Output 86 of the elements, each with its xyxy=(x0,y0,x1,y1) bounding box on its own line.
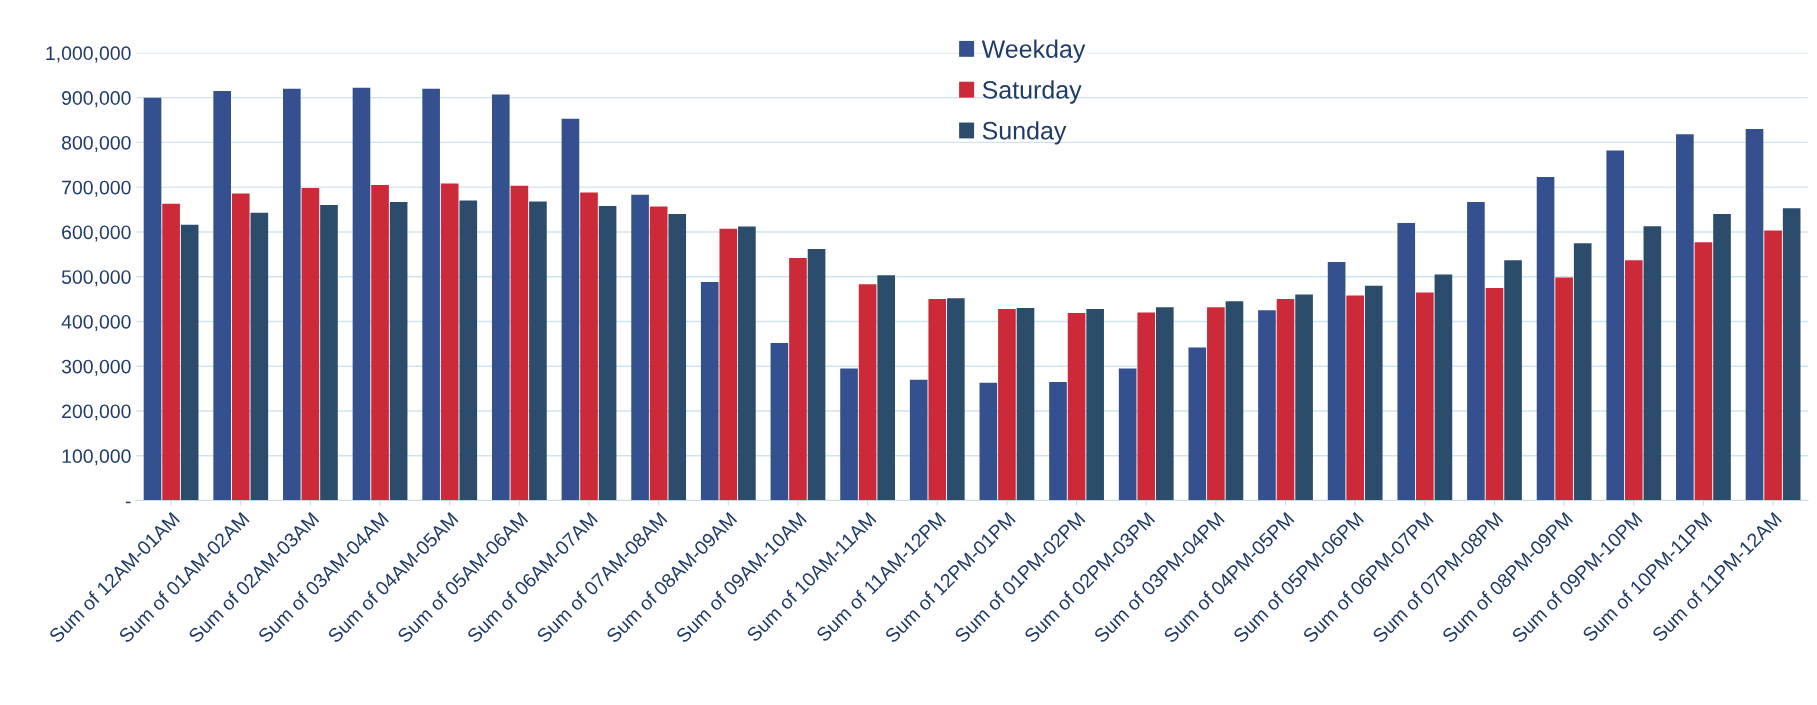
bar xyxy=(1606,150,1625,501)
bar xyxy=(649,206,668,501)
bar xyxy=(700,282,719,501)
y-tick-label: 300,000 xyxy=(61,359,131,376)
y-tick-label: - xyxy=(125,501,131,504)
bar xyxy=(1555,277,1573,501)
legend-label: Weekday xyxy=(981,39,1086,63)
bar xyxy=(1258,310,1276,501)
legend-label: Sunday xyxy=(982,121,1067,145)
bar xyxy=(1118,368,1137,501)
y-tick-label: 1,000,000 xyxy=(46,46,131,63)
bar xyxy=(738,226,756,501)
bar xyxy=(1225,301,1244,501)
bar xyxy=(1188,347,1207,501)
bar xyxy=(947,298,965,501)
bar xyxy=(231,193,250,501)
legend-label: Saturday xyxy=(982,80,1082,104)
bar xyxy=(1155,307,1174,501)
bar xyxy=(928,299,947,501)
bar xyxy=(631,194,649,501)
bar xyxy=(561,118,580,501)
bar xyxy=(389,201,408,501)
y-tick-label: 100,000 xyxy=(62,449,131,466)
y-tick-label: 600,000 xyxy=(62,225,131,242)
bar xyxy=(180,224,199,501)
bar xyxy=(1643,226,1662,501)
bar xyxy=(1782,208,1801,501)
bar xyxy=(1676,134,1694,501)
bar xyxy=(1713,214,1731,501)
bar xyxy=(1276,299,1295,501)
bar xyxy=(1327,261,1346,501)
bar xyxy=(807,248,826,501)
bar xyxy=(1745,128,1764,501)
bar xyxy=(1467,201,1485,501)
bar xyxy=(998,308,1016,501)
bar xyxy=(1764,230,1782,501)
bar xyxy=(143,97,162,501)
bar xyxy=(250,212,269,501)
bar xyxy=(1573,243,1592,501)
bar xyxy=(162,203,180,501)
bar xyxy=(1485,287,1504,501)
bar xyxy=(1207,307,1225,501)
bar xyxy=(979,382,998,501)
bar xyxy=(1434,274,1453,501)
bar xyxy=(1016,308,1035,501)
bar xyxy=(301,188,320,501)
bar xyxy=(1049,381,1067,501)
bar xyxy=(1364,285,1383,501)
bar xyxy=(770,342,789,501)
bar xyxy=(510,185,529,501)
bar xyxy=(1086,308,1104,501)
bar xyxy=(1504,260,1522,501)
bar xyxy=(858,284,877,501)
bar xyxy=(1346,295,1364,501)
bar xyxy=(598,205,617,501)
bar xyxy=(840,368,858,501)
y-tick-label: 500,000 xyxy=(61,270,131,287)
bar xyxy=(283,88,301,501)
bar xyxy=(877,275,896,501)
bar xyxy=(1397,222,1416,501)
bar xyxy=(1295,294,1313,501)
bar xyxy=(1416,292,1434,501)
bar xyxy=(1694,242,1713,501)
bar xyxy=(1536,176,1555,501)
bar xyxy=(422,88,440,501)
y-tick-label: 400,000 xyxy=(61,314,131,332)
bar xyxy=(440,183,459,501)
bar xyxy=(909,379,928,501)
bar xyxy=(352,87,371,501)
bar xyxy=(491,94,510,501)
y-tick-label: 900,000 xyxy=(62,91,131,108)
bar xyxy=(668,214,687,501)
bar xyxy=(719,228,738,501)
y-tick-label: 700,000 xyxy=(62,180,131,197)
bar xyxy=(1624,260,1643,501)
bar xyxy=(529,201,547,501)
bar xyxy=(1137,312,1156,501)
bar xyxy=(459,200,478,501)
bar xyxy=(320,205,338,501)
bar xyxy=(1067,312,1086,501)
bar xyxy=(213,90,231,501)
y-tick-label: 200,000 xyxy=(62,404,131,421)
bar xyxy=(371,184,389,501)
bar xyxy=(789,257,807,501)
bar xyxy=(580,192,598,501)
y-tick-label: 800,000 xyxy=(61,135,131,152)
